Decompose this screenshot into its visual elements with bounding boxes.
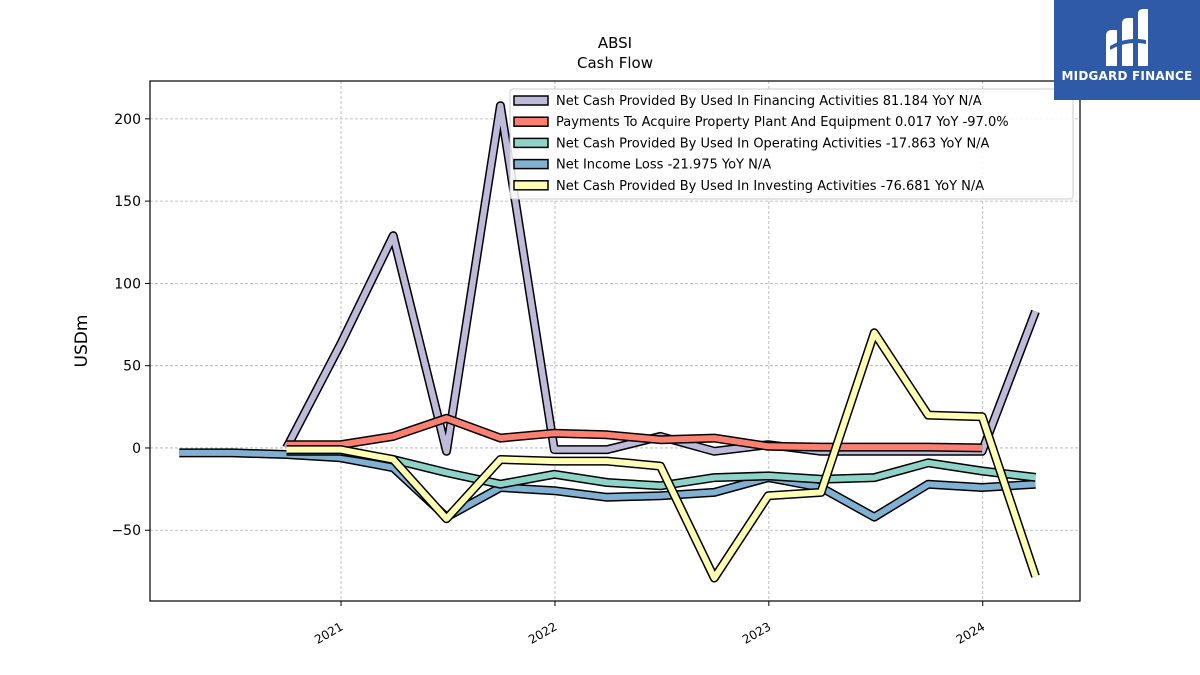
legend-swatch — [513, 180, 549, 191]
legend-entry-label: Net Cash Provided By Used In Investing A… — [556, 179, 984, 194]
chart-subtitle: Cash Flow — [577, 54, 653, 72]
legend-box — [509, 88, 1074, 200]
series-line-stroke — [286, 448, 1036, 489]
legend-swatch — [513, 95, 549, 106]
legend-swatch — [513, 137, 549, 149]
legend-swatch — [513, 116, 549, 127]
series-line-stroke — [179, 449, 1036, 521]
series-line-stroke — [286, 415, 983, 451]
brand-name: MIDGARD FINANCE — [1061, 69, 1193, 83]
y-tick-label: 0 — [132, 441, 141, 457]
x-tick-label: 2022 — [526, 619, 559, 646]
brand-logo: MIDGARD FINANCE — [1054, 0, 1200, 100]
legend-entry-label: Net Income Loss -21.975 YoY N/A — [556, 158, 771, 173]
chart-title: ABSI — [598, 34, 632, 52]
y-tick-label: 150 — [114, 194, 141, 210]
y-tick-label: 100 — [114, 276, 141, 292]
legend-entry-label: Net Cash Provided By Used In Operating A… — [556, 136, 990, 151]
series-line — [286, 328, 1040, 583]
x-tick-label: 2023 — [740, 619, 773, 646]
legend: Net Cash Provided By Used In Financing A… — [509, 88, 1074, 200]
legend-entry-label: Payments To Acquire Property Plant And E… — [556, 115, 1009, 130]
legend-swatch — [513, 158, 549, 170]
series-line — [286, 446, 1037, 491]
x-tick-label: 2024 — [954, 619, 987, 646]
series-line — [286, 413, 983, 453]
series-line — [179, 448, 1036, 522]
legend-entry-label: Net Cash Provided By Used In Financing A… — [556, 94, 982, 109]
y-axis-label: USDm — [72, 315, 92, 368]
series-line-stroke — [286, 329, 1039, 581]
series-lines — [179, 101, 1040, 583]
x-tick-label: 2021 — [312, 619, 345, 646]
y-tick-label: 50 — [123, 359, 141, 375]
plot-frame — [149, 80, 1081, 602]
brand-logo-mark-icon — [1106, 9, 1148, 66]
y-tick-label: −50 — [111, 523, 141, 539]
y-tick-label: 200 — [114, 112, 141, 128]
